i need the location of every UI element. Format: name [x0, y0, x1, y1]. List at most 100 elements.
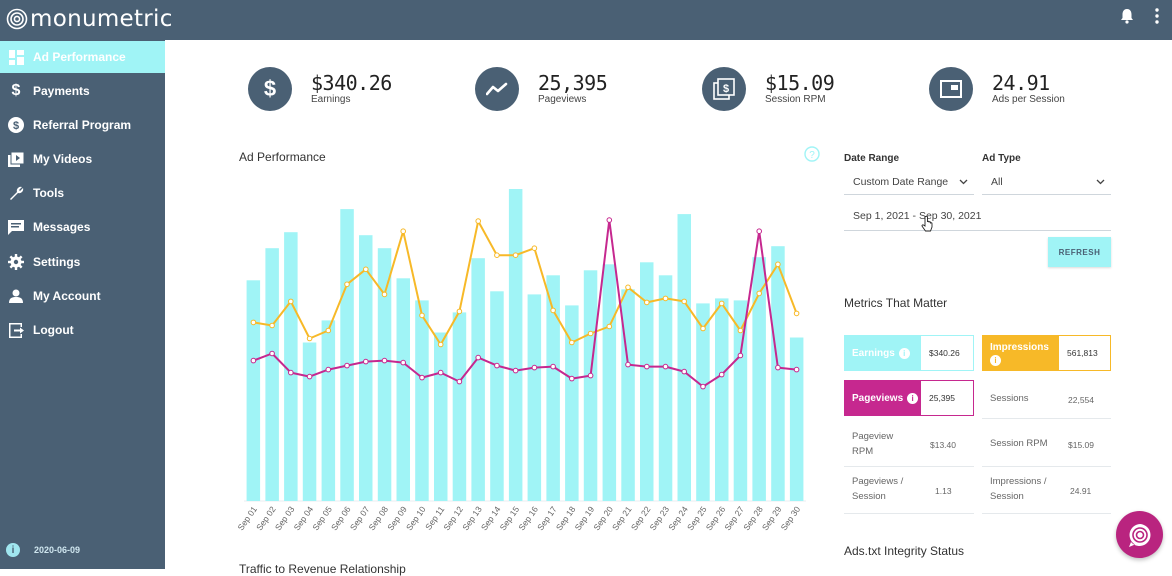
- bar-sep-28[interactable]: [752, 257, 766, 501]
- sidebar-item-settings[interactable]: Settings: [0, 246, 165, 278]
- sidebar-item-payments[interactable]: $ Payments: [0, 75, 165, 107]
- bar-sep-27[interactable]: [733, 300, 748, 501]
- point-1-19[interactable]: [606, 323, 613, 330]
- bar-sep-22[interactable]: [640, 262, 654, 501]
- sidebar-item-logout[interactable]: Logout: [0, 314, 165, 346]
- kebab-menu-icon[interactable]: [1150, 7, 1164, 25]
- point-1-5[interactable]: [344, 281, 350, 288]
- point-2-7[interactable]: [381, 357, 388, 364]
- point-2-15[interactable]: [531, 364, 538, 371]
- point-2-16[interactable]: [550, 363, 556, 370]
- metric-earnings[interactable]: Earnings i $340.26: [844, 335, 974, 371]
- point-2-6[interactable]: [363, 358, 369, 365]
- point-2-23[interactable]: [681, 368, 688, 375]
- bar-sep-05[interactable]: [321, 320, 336, 501]
- point-1-21[interactable]: [644, 299, 650, 306]
- point-1-20[interactable]: [625, 284, 631, 291]
- info-icon[interactable]: i: [898, 347, 910, 359]
- point-1-6[interactable]: [363, 266, 369, 273]
- bar-sep-24[interactable]: [677, 214, 692, 501]
- info-icon[interactable]: i: [990, 355, 1001, 366]
- point-1-23[interactable]: [681, 298, 688, 305]
- bar-sep-01[interactable]: [246, 280, 261, 501]
- point-1-13[interactable]: [494, 252, 500, 258]
- point-1-22[interactable]: [662, 295, 669, 302]
- bar-sep-18[interactable]: [565, 305, 579, 501]
- metric-impressions[interactable]: Impressions i 561,813: [982, 335, 1111, 371]
- point-2-18[interactable]: [587, 372, 594, 379]
- point-1-10[interactable]: [437, 341, 444, 348]
- point-2-14[interactable]: [512, 367, 519, 374]
- point-2-28[interactable]: [775, 364, 781, 371]
- bar-sep-13[interactable]: [471, 258, 485, 501]
- point-2-2[interactable]: [288, 369, 294, 376]
- point-1-25[interactable]: [718, 300, 725, 307]
- sidebar-item-my-videos[interactable]: My Videos: [0, 143, 165, 175]
- point-2-26[interactable]: [737, 352, 744, 359]
- point-1-18[interactable]: [587, 330, 594, 337]
- point-1-29[interactable]: [793, 310, 800, 317]
- bar-sep-29[interactable]: [771, 246, 785, 501]
- sidebar-item-ad-performance[interactable]: Ad Performance: [0, 41, 165, 73]
- bar-sep-16[interactable]: [527, 294, 542, 501]
- sidebar-item-messages[interactable]: Messages: [0, 211, 165, 243]
- bar-sep-26[interactable]: [715, 298, 729, 501]
- point-2-3[interactable]: [306, 373, 313, 380]
- point-1-27[interactable]: [756, 290, 763, 297]
- date-range-select[interactable]: Custom Date Range: [844, 169, 974, 195]
- date-range-input[interactable]: Sep 1, 2021 - Sep 30, 2021: [844, 202, 1111, 231]
- point-1-9[interactable]: [419, 312, 425, 319]
- sidebar-item-tools[interactable]: Tools: [0, 177, 165, 209]
- bar-sep-07[interactable]: [359, 235, 373, 501]
- bar-sep-09[interactable]: [396, 278, 411, 501]
- point-2-20[interactable]: [625, 361, 631, 368]
- point-2-4[interactable]: [325, 366, 332, 373]
- bar-sep-03[interactable]: [284, 232, 298, 501]
- ad-type-select[interactable]: All: [982, 169, 1111, 195]
- point-1-2[interactable]: [288, 298, 294, 305]
- point-2-5[interactable]: [344, 362, 350, 369]
- point-2-12[interactable]: [475, 354, 481, 361]
- bar-sep-14[interactable]: [490, 291, 504, 501]
- logo[interactable]: monumetric: [6, 6, 173, 32]
- point-1-17[interactable]: [569, 339, 575, 346]
- refresh-button[interactable]: REFRESH: [1048, 237, 1111, 267]
- point-2-13[interactable]: [494, 362, 500, 369]
- bar-sep-06[interactable]: [340, 209, 354, 501]
- bar-sep-02[interactable]: [265, 248, 279, 501]
- point-1-26[interactable]: [737, 327, 744, 334]
- bar-sep-11[interactable]: [434, 332, 448, 502]
- metric-pageviews[interactable]: Pageviews i 25,395: [844, 380, 974, 416]
- point-1-3[interactable]: [306, 335, 313, 342]
- point-2-24[interactable]: [700, 383, 706, 390]
- point-2-29[interactable]: [793, 366, 800, 373]
- info-icon[interactable]: i: [6, 543, 20, 557]
- point-1-16[interactable]: [550, 307, 556, 314]
- help-icon[interactable]: ?: [804, 146, 820, 162]
- point-2-11[interactable]: [456, 378, 463, 385]
- point-2-1[interactable]: [269, 350, 275, 357]
- bar-sep-12[interactable]: [452, 312, 467, 501]
- point-2-27[interactable]: [756, 228, 763, 235]
- bar-sep-10[interactable]: [415, 300, 429, 501]
- bar-sep-08[interactable]: [377, 248, 392, 501]
- point-1-8[interactable]: [400, 228, 406, 235]
- point-1-7[interactable]: [381, 291, 388, 298]
- point-1-12[interactable]: [475, 218, 481, 224]
- point-2-17[interactable]: [569, 375, 575, 382]
- point-1-1[interactable]: [269, 322, 275, 329]
- chat-button[interactable]: [1116, 511, 1163, 558]
- point-2-8[interactable]: [400, 359, 406, 366]
- point-1-24[interactable]: [700, 325, 706, 332]
- info-icon[interactable]: i: [907, 392, 919, 404]
- sidebar-item-referral-program[interactable]: $ Referral Program: [0, 109, 165, 141]
- bar-sep-30[interactable]: [789, 337, 804, 502]
- sidebar-item-my-account[interactable]: My Account: [0, 280, 165, 312]
- bar-sep-20[interactable]: [602, 264, 617, 501]
- bar-sep-25[interactable]: [696, 303, 710, 501]
- bar-sep-17[interactable]: [546, 275, 560, 501]
- point-1-0[interactable]: [250, 319, 257, 326]
- point-1-4[interactable]: [325, 327, 332, 334]
- bar-sep-04[interactable]: [302, 342, 317, 502]
- point-1-14[interactable]: [512, 252, 519, 258]
